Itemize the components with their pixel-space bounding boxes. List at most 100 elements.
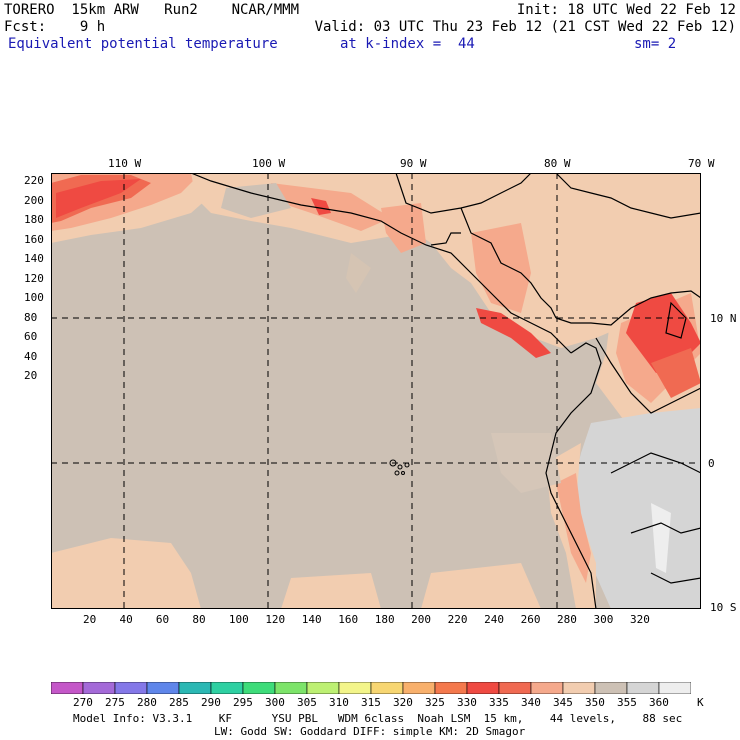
warm-region [281, 573, 381, 609]
galapagos-islands [389, 459, 410, 476]
lon-label: 70 W [688, 157, 715, 170]
lon-label: 100 W [252, 157, 286, 170]
warm-region [381, 203, 426, 253]
smoothing-label: sm= 2 [634, 36, 677, 52]
x-tick-label: 100 [228, 613, 249, 626]
y-tick-label: 200 [24, 193, 44, 207]
lon-label: 110 W [108, 157, 142, 170]
warm-region [271, 183, 391, 231]
x-tick-label: 180 [374, 613, 395, 626]
valid-time: Valid: 03 UTC Thu 23 Feb 12 (21 CST Wed … [314, 19, 736, 35]
colorbar-label: 325 [425, 696, 445, 709]
colorbar-label: 320 [393, 696, 413, 709]
colorbar-swatch [402, 682, 436, 694]
x-tick-label: 260 [520, 613, 541, 626]
colorbar-swatch [146, 682, 180, 694]
x-tick-label: 300 [593, 613, 614, 626]
lon-label: 90 W [400, 157, 427, 170]
hot-region [56, 179, 141, 218]
colorbar [51, 682, 691, 694]
colorbar-swatch [338, 682, 372, 694]
coastline [190, 173, 701, 609]
grid-lines [51, 173, 701, 609]
hot-region [651, 348, 701, 398]
model-title: TORERO 15km ARW Run2 NCAR/MMM [4, 2, 300, 18]
colorbar-label: 305 [297, 696, 317, 709]
colorbar-swatch [51, 682, 84, 694]
level-index: at k-index = 44 [340, 36, 475, 52]
x-tick-label: 280 [557, 613, 577, 626]
colorbar-label: 275 [105, 696, 125, 709]
colorbar-label: 360 [649, 696, 669, 709]
x-tick-label: 160 [338, 613, 359, 626]
colorbar-swatch [466, 682, 500, 694]
colorbar-swatch [594, 682, 628, 694]
x-tick-label: 200 [411, 613, 432, 626]
x-tick-label: 220 [447, 613, 468, 626]
colorbar-swatch [434, 682, 468, 694]
colorbar-label: 345 [553, 696, 573, 709]
colorbar-label: 330 [457, 696, 477, 709]
colorbar-label: 290 [201, 696, 221, 709]
colorbar-swatch [370, 682, 404, 694]
colorbar-swatch [274, 682, 308, 694]
colorbar-swatch [658, 682, 691, 694]
colorbar-label: 350 [585, 696, 605, 709]
x-tick-label: 80 [192, 613, 206, 626]
colorbar-swatch [626, 682, 660, 694]
colorbar-swatch [306, 682, 340, 694]
y-tick-label: 180 [24, 213, 44, 226]
colorbar-label: 295 [233, 696, 253, 709]
warm-region [396, 173, 701, 348]
colorbar-swatch [114, 682, 148, 694]
colorbar-label: 270 [73, 696, 93, 709]
y-tick-label: 60 [24, 330, 38, 343]
map-frame [51, 173, 701, 609]
colorbar-swatch [178, 682, 212, 694]
colorbar-label: 335 [489, 696, 509, 709]
y-tick-label: 40 [24, 349, 38, 363]
colorbar-label: 310 [329, 696, 349, 709]
x-tick-label: 320 [629, 613, 650, 626]
init-time: Init: 18 UTC Wed 22 Feb 12 [516, 2, 736, 18]
colorbar-swatch [530, 682, 564, 694]
map-plot [51, 173, 701, 609]
colorbar-swatch [562, 682, 596, 694]
forecast-hour: Fcst: 9 h [4, 19, 106, 35]
x-tick-label: 240 [484, 613, 504, 626]
gray-patch [221, 183, 291, 218]
colorbar-label: 280 [137, 696, 157, 709]
lat-label: 0 [708, 457, 715, 470]
y-tick-label: 220 [24, 174, 44, 187]
colorbar-label: 315 [361, 696, 381, 709]
colorbar-swatch [498, 682, 532, 694]
lat-label: 10 S [710, 601, 737, 614]
colorbar-label: 340 [521, 696, 541, 709]
hot-region [476, 308, 551, 358]
colorbar-label: 285 [169, 696, 189, 709]
y-tick-label: 140 [24, 252, 44, 265]
x-tick-label: 140 [301, 613, 322, 626]
y-tick-label: 20 [24, 369, 38, 382]
x-tick-label: 120 [265, 613, 286, 626]
warm-region [51, 538, 201, 609]
field-name: Equivalent potential temperature [8, 36, 278, 52]
lat-label: 10 N [710, 312, 737, 325]
x-tick-label: 20 [83, 613, 97, 626]
colorbar-label: 355 [617, 696, 637, 709]
y-tick-label: 80 [24, 310, 38, 324]
colorbar-swatch [242, 682, 276, 694]
model-physics: LW: Godd SW: Goddard DIFF: simple KM: 2D… [214, 725, 526, 738]
warm-region [346, 253, 371, 293]
x-tick-label: 60 [155, 613, 170, 626]
colorbar-swatch [82, 682, 116, 694]
y-tick-label: 160 [24, 232, 44, 246]
colorbar-unit: K [697, 696, 704, 709]
colorbar-label: 300 [265, 696, 285, 709]
cool-region [651, 503, 671, 573]
x-tick-label: 40 [119, 613, 133, 626]
colorbar-swatch [210, 682, 244, 694]
warm-region [471, 223, 531, 313]
warm-region [421, 563, 541, 609]
model-info: Model Info: V3.3.1 KF YSU PBL WDM 6class… [73, 712, 683, 725]
